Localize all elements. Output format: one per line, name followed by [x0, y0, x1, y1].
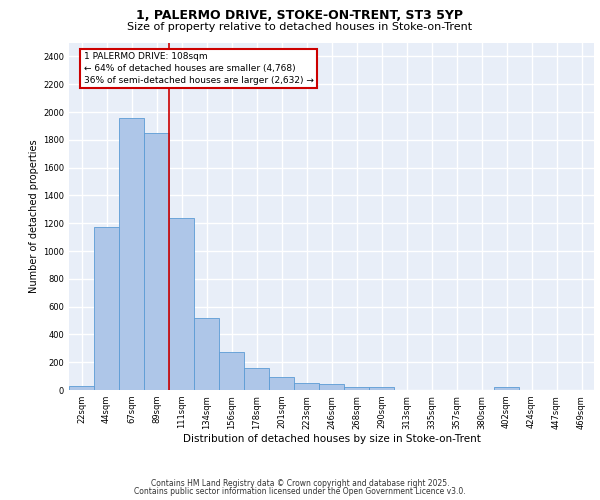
- X-axis label: Distribution of detached houses by size in Stoke-on-Trent: Distribution of detached houses by size …: [182, 434, 481, 444]
- Bar: [244, 368, 269, 390]
- Text: 1 PALERMO DRIVE: 108sqm
← 64% of detached houses are smaller (4,768)
36% of semi: 1 PALERMO DRIVE: 108sqm ← 64% of detache…: [83, 52, 313, 85]
- Bar: [269, 378, 294, 390]
- Bar: [369, 388, 394, 390]
- Bar: [219, 352, 244, 390]
- Bar: [94, 228, 119, 390]
- Text: Contains HM Land Registry data © Crown copyright and database right 2025.: Contains HM Land Registry data © Crown c…: [151, 478, 449, 488]
- Bar: [169, 218, 194, 390]
- Bar: [194, 318, 219, 390]
- Text: Size of property relative to detached houses in Stoke-on-Trent: Size of property relative to detached ho…: [127, 22, 473, 32]
- Text: Contains public sector information licensed under the Open Government Licence v3: Contains public sector information licen…: [134, 487, 466, 496]
- Bar: [144, 133, 169, 390]
- Bar: [344, 387, 369, 390]
- Bar: [294, 384, 319, 390]
- Text: 1, PALERMO DRIVE, STOKE-ON-TRENT, ST3 5YP: 1, PALERMO DRIVE, STOKE-ON-TRENT, ST3 5Y…: [137, 9, 464, 22]
- Bar: [319, 384, 344, 390]
- Y-axis label: Number of detached properties: Number of detached properties: [29, 140, 39, 293]
- Bar: [494, 387, 519, 390]
- Bar: [69, 386, 94, 390]
- Bar: [119, 118, 144, 390]
